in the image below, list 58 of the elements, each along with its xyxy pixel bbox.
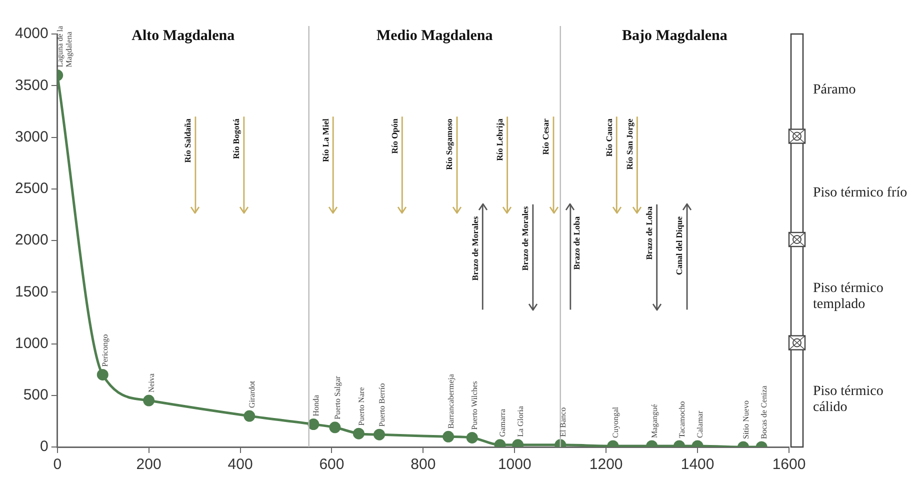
ref-line-label: Brazo de Morales bbox=[520, 206, 530, 271]
x-tick-label: 200 bbox=[136, 456, 162, 474]
ref-line-label: Río Cesar bbox=[540, 118, 551, 155]
x-tick-label: 1200 bbox=[589, 456, 623, 474]
ref-line-label: Río Bogotá bbox=[231, 118, 242, 159]
annotation: Gamarra bbox=[498, 408, 508, 437]
annotation: Puerto Berrío bbox=[377, 383, 386, 427]
text: Piso térmico frío bbox=[813, 186, 908, 201]
ref-line-label: Río Saldaña bbox=[182, 118, 193, 163]
annotation: Magangué bbox=[650, 404, 659, 438]
annotation: Girardot bbox=[248, 380, 257, 408]
y-tick-label: 2000 bbox=[14, 232, 48, 249]
x-tick-label: 0 bbox=[53, 456, 62, 474]
annotation: Neiva bbox=[146, 372, 156, 393]
x-tick-label: 800 bbox=[410, 456, 436, 474]
annotation: Bocas de Ceniza bbox=[760, 385, 769, 439]
y-tick-label: 3000 bbox=[14, 128, 48, 146]
x-tick-label: 1600 bbox=[772, 456, 806, 474]
x-tick-label: 1400 bbox=[680, 456, 714, 474]
text: Piso térmico cálido bbox=[813, 384, 884, 416]
y-tick-label: 0 bbox=[40, 438, 48, 456]
y-tick-label: 1500 bbox=[14, 283, 48, 300]
annotation: Honda bbox=[312, 394, 321, 416]
ref-line-label: Canal del Dique bbox=[674, 216, 684, 275]
annotation: Puerto Nare bbox=[356, 386, 366, 426]
ref-line-label: Brazo de Morales bbox=[470, 216, 480, 281]
ref-line-label: Río Lebrija bbox=[494, 118, 505, 161]
ref-line-label: Río La Miel bbox=[320, 118, 330, 162]
text: Páramo bbox=[813, 82, 856, 98]
ref-line-label: Brazo de Loba bbox=[644, 206, 654, 260]
x-tick-label: 400 bbox=[228, 456, 253, 474]
y-tick-label: 4000 bbox=[14, 25, 48, 42]
ref-line-label: Río Opón bbox=[389, 118, 400, 154]
annotation: Laguna de la Magdalena bbox=[55, 26, 74, 68]
annotation: El Banco bbox=[558, 407, 568, 437]
annotation: Puerto Wilches bbox=[470, 381, 480, 430]
annotation: Cuyongal bbox=[611, 406, 620, 438]
ref-line-label: Río Cauca bbox=[604, 118, 614, 157]
y-tick-label: 500 bbox=[23, 386, 48, 404]
y-tick-label: 2500 bbox=[14, 180, 48, 198]
annotation: Bajo Magdalena bbox=[622, 28, 728, 44]
text: Piso térmico templado bbox=[813, 280, 884, 312]
ref-line-label: Río Sogamoso bbox=[444, 118, 454, 170]
x-tick-label: 600 bbox=[319, 456, 344, 474]
x-tick-label: 1000 bbox=[498, 456, 532, 474]
y-tick-label: 3500 bbox=[14, 76, 48, 94]
annotation: Puerto Salgar bbox=[333, 376, 342, 420]
ref-line-label: Brazo de Loba bbox=[572, 216, 582, 270]
annotation: Barrancabermeja bbox=[446, 374, 456, 429]
annotation: Pericongo bbox=[100, 334, 110, 367]
ref-line-label: Río San Jorge bbox=[624, 118, 634, 170]
y-tick-label: 1000 bbox=[14, 334, 48, 352]
annotation: La Gloria bbox=[516, 406, 525, 437]
annotation: Alto Magdalena bbox=[132, 28, 236, 44]
annotation: Calamar bbox=[696, 410, 705, 438]
annotation: Sitio Nuevo bbox=[741, 400, 750, 439]
annotation: Medio Magdalena bbox=[376, 28, 494, 44]
annotation: Tacamocho bbox=[677, 401, 686, 438]
